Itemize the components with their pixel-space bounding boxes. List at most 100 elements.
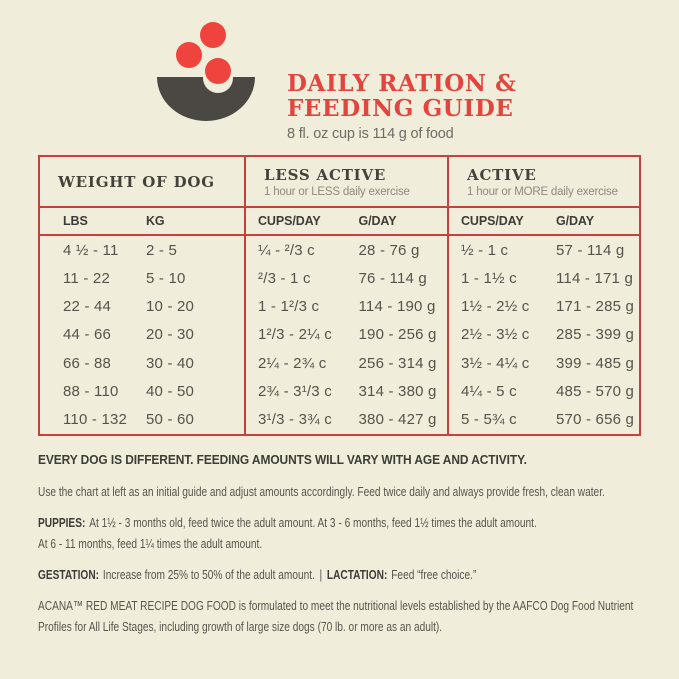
- table-row: 22 - 44 10 - 20: [40, 293, 244, 321]
- cup-measure-note: 8 fl. oz cup is 114 g of food: [287, 126, 454, 142]
- subheader-row: CUPS/DAY G/DAY: [246, 208, 447, 236]
- subheader-row: CUPS/DAY G/DAY: [449, 208, 639, 236]
- cell-lbs: 44 - 66: [63, 326, 112, 344]
- kibble-dot-icon: [200, 22, 226, 48]
- table-row: 5 - 5¾ c 570 - 656 g: [449, 406, 639, 434]
- table-row: 2½ - 3½ c 285 - 399 g: [449, 321, 639, 349]
- cell-grams: 485 - 570 g: [556, 383, 635, 401]
- table-row: 1 - 1²/3 c 114 - 190 g: [246, 293, 447, 321]
- cell-cups: 3¹/3 - 3¾ c: [258, 411, 332, 429]
- notes-intro: Use the chart at left as an initial guid…: [38, 481, 643, 502]
- table-row: 1 - 1½ c 114 - 171 g: [449, 264, 639, 292]
- cell-cups: 2½ - 3½ c: [461, 326, 530, 344]
- cell-cups: ¼ - ²/3 c: [258, 241, 315, 259]
- gestation-text: Increase from 25% to 50% of the adult am…: [102, 567, 315, 582]
- cell-cups: 4¼ - 5 c: [461, 383, 517, 401]
- table-row: ²/3 - 1 c 76 - 114 g: [246, 264, 447, 292]
- table-row: 2¾ - 3¹/3 c 314 - 380 g: [246, 377, 447, 405]
- table-row: 3¹/3 - 3¾ c 380 - 427 g: [246, 406, 447, 434]
- cell-kg: 5 - 10: [146, 269, 186, 287]
- puppies-text-line2: At 6 - 11 months, feed 1¼ times the adul…: [38, 536, 263, 551]
- subheader-row: LBS KG: [40, 208, 244, 236]
- column-group-active: ACTIVE 1 hour or MORE daily exercise CUP…: [447, 157, 639, 434]
- table-row: 4 ½ - 11 2 - 5: [40, 236, 244, 264]
- cell-kg: 40 - 50: [146, 383, 195, 401]
- group-header-weight: WEIGHT OF DOG: [40, 157, 244, 208]
- cell-lbs: 110 - 132: [63, 411, 128, 429]
- intro-text: Use the chart at left as an initial guid…: [38, 484, 605, 499]
- cell-cups: 1²/3 - 2¼ c: [258, 326, 332, 344]
- column-header-kg: KG: [146, 214, 165, 228]
- group-label: LESS ACTIVE: [264, 165, 387, 184]
- cell-lbs: 66 - 88: [63, 354, 112, 372]
- cell-kg: 2 - 5: [146, 241, 178, 259]
- cell-cups: 2¼ - 2¾ c: [258, 354, 327, 372]
- table-row: 11 - 22 5 - 10: [40, 264, 244, 292]
- lactation-text: Feed “free choice.”: [391, 567, 477, 582]
- column-header-lbs: LBS: [63, 214, 88, 228]
- cell-cups: 2¾ - 3¹/3 c: [258, 383, 332, 401]
- notes-puppies: PUPPIES: At 1½ - 3 months old, feed twice…: [38, 512, 643, 554]
- cell-grams: 380 - 427 g: [358, 411, 437, 429]
- cell-cups: 1½ - 2½ c: [461, 298, 530, 316]
- cell-grams: 314 - 380 g: [358, 383, 437, 401]
- cell-grams: 57 - 114 g: [556, 241, 625, 259]
- cell-grams: 28 - 76 g: [358, 241, 420, 259]
- cell-cups: 1 - 1½ c: [461, 269, 517, 287]
- cell-grams: 114 - 171 g: [556, 269, 633, 287]
- notes-gestation-lactation: GESTATION: Increase from 25% to 50% of th…: [38, 564, 643, 585]
- table-row: 44 - 66 20 - 30: [40, 321, 244, 349]
- page-title-line1: DAILY RATION &: [287, 70, 517, 97]
- puppies-label: PUPPIES:: [38, 515, 86, 530]
- cell-kg: 10 - 20: [146, 298, 195, 316]
- cell-kg: 20 - 30: [146, 326, 195, 344]
- cell-lbs: 22 - 44: [63, 298, 112, 316]
- cell-grams: 171 - 285 g: [556, 298, 635, 316]
- cell-grams: 190 - 256 g: [358, 326, 437, 344]
- column-group-less-active: LESS ACTIVE 1 hour or LESS daily exercis…: [244, 157, 447, 434]
- group-label: WEIGHT OF DOG: [58, 172, 215, 191]
- kibble-dot-icon: [205, 58, 231, 84]
- group-sublabel: 1 hour or LESS daily exercise: [264, 185, 410, 198]
- group-body: 4 ½ - 11 2 - 5 11 - 22 5 - 10 22 - 44 10 - …: [40, 236, 244, 434]
- group-body: ½ - 1 c 57 - 114 g 1 - 1½ c 114 - 171 g 1½…: [449, 236, 639, 434]
- group-header-active: ACTIVE 1 hour or MORE daily exercise: [449, 157, 639, 208]
- table-row: 3½ - 4¼ c 399 - 485 g: [449, 349, 639, 377]
- cell-grams: 285 - 399 g: [556, 326, 635, 344]
- cell-lbs: 11 - 22: [63, 269, 110, 287]
- table-row: 88 - 110 40 - 50: [40, 377, 244, 405]
- cell-grams: 399 - 485 g: [556, 354, 635, 372]
- footer-notes: EVERY DOG IS DIFFERENT. FEEDING AMOUNTS …: [38, 452, 679, 637]
- column-header-grams: G/DAY: [358, 214, 397, 228]
- puppies-text-line1: At 1½ - 3 months old, feed twice the adu…: [89, 515, 537, 530]
- cell-cups: ²/3 - 1 c: [258, 269, 311, 287]
- cell-cups: 3½ - 4¼ c: [461, 354, 530, 372]
- cell-lbs: 4 ½ - 11: [63, 241, 119, 259]
- table-row: 66 - 88 30 - 40: [40, 349, 244, 377]
- table-row: 1½ - 2½ c 171 - 285 g: [449, 293, 639, 321]
- separator-bar: |: [319, 567, 323, 582]
- table-row: 2¼ - 2¾ c 256 - 314 g: [246, 349, 447, 377]
- table-row: ½ - 1 c 57 - 114 g: [449, 236, 639, 264]
- lactation-label: LACTATION:: [326, 567, 388, 582]
- page-title-line2: FEEDING GUIDE: [287, 95, 514, 122]
- cell-lbs: 88 - 110: [63, 383, 119, 401]
- kibble-dot-icon: [176, 42, 202, 68]
- cell-grams: 256 - 314 g: [358, 354, 437, 372]
- column-header-grams: G/DAY: [556, 214, 594, 228]
- notes-heading: EVERY DOG IS DIFFERENT. FEEDING AMOUNTS …: [38, 452, 527, 467]
- notes-aafco-statement: ACANA™ RED MEAT RECIPE DOG FOOD is formu…: [38, 595, 643, 637]
- cell-grams: 76 - 114 g: [358, 269, 427, 287]
- gestation-label: GESTATION:: [38, 567, 100, 582]
- group-header-less-active: LESS ACTIVE 1 hour or LESS daily exercis…: [246, 157, 447, 208]
- table-row: 4¼ - 5 c 485 - 570 g: [449, 377, 639, 405]
- cell-cups: 5 - 5¾ c: [461, 411, 517, 429]
- aafco-text-line1: ACANA™ RED MEAT RECIPE DOG FOOD is formu…: [38, 598, 634, 613]
- cell-grams: 570 - 656 g: [556, 411, 635, 429]
- cell-cups: 1 - 1²/3 c: [258, 298, 320, 316]
- group-sublabel: 1 hour or MORE daily exercise: [467, 185, 618, 198]
- feeding-table: WEIGHT OF DOG LBS KG 4 ½ - 11 2 - 5 11 - …: [38, 155, 641, 436]
- group-label: ACTIVE: [467, 165, 537, 184]
- column-header-cups: CUPS/DAY: [258, 214, 321, 228]
- aafco-text-line2: Profiles for All Life Stages, including …: [38, 619, 443, 634]
